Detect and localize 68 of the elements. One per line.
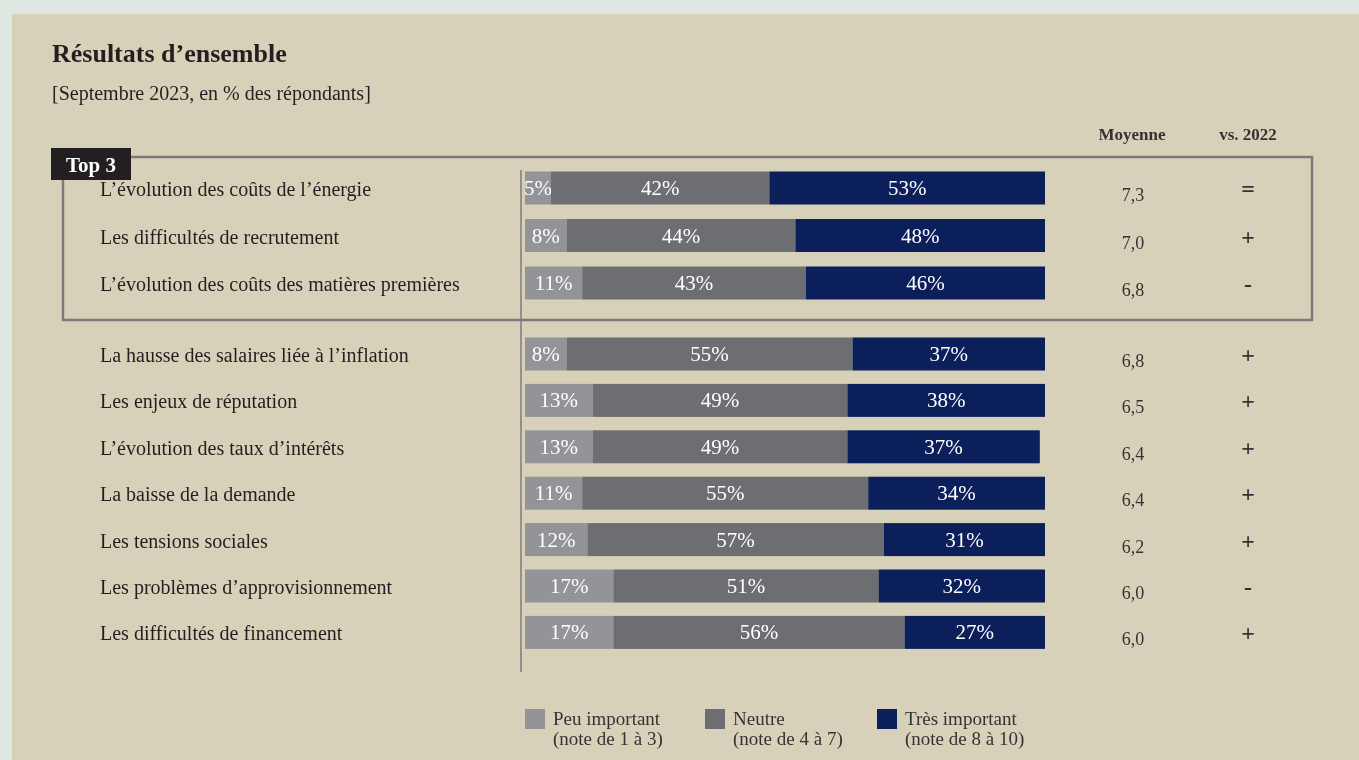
data-label: 31% <box>945 527 984 552</box>
text: 6,8 <box>1121 351 1145 371</box>
legend-label: Peu important (note de 1 à 3) <box>553 708 663 750</box>
data-label: 27% <box>955 620 995 645</box>
data-label: 8% <box>531 342 560 366</box>
y-tick-label: La baisse de la demande <box>100 483 296 506</box>
text: + <box>1241 527 1255 554</box>
data-label: 44% <box>661 223 701 248</box>
legend-label: Très important (note de 8 à 10) <box>905 708 1025 750</box>
text: + <box>1241 342 1255 368</box>
y-tick-label: Les problèmes d’approvisionnement <box>100 576 393 599</box>
text: Moyenne <box>1098 125 1166 144</box>
data-label: 57% <box>716 527 755 552</box>
text: [Septembre 2023, en % des répondants] <box>52 82 371 105</box>
y-tick-label: Les difficultés de recrutement <box>100 225 340 248</box>
text: + <box>1241 620 1255 647</box>
data-label: 55% <box>690 342 729 366</box>
data-label: 49% <box>700 434 740 459</box>
data-label: 55% <box>705 481 745 506</box>
y-tick-label: L’évolution des coûts de l’énergie <box>100 178 372 201</box>
data-label: 34% <box>937 481 976 506</box>
text: + <box>1241 388 1255 415</box>
data-label: 42% <box>640 176 680 200</box>
data-label: 17% <box>549 574 589 598</box>
text: - <box>1244 574 1252 600</box>
y-tick-label: L’évolution des taux d’intérêts <box>100 436 345 459</box>
text: 6,4 <box>1121 443 1145 464</box>
data-label: 37% <box>929 342 969 366</box>
data-label: 56% <box>739 620 779 645</box>
text: 7,3 <box>1121 185 1145 205</box>
text: vs. 2022 <box>1219 125 1277 144</box>
data-label: 38% <box>926 388 966 413</box>
y-tick-label: Les enjeux de réputation <box>100 390 298 414</box>
text: + <box>1241 481 1255 508</box>
y-tick-label: La hausse des salaires liée à l’inflation <box>100 344 409 366</box>
y-tick-label: L’évolution des coûts des matières premières <box>100 273 460 296</box>
text: + <box>1241 434 1255 461</box>
data-label: 11% <box>534 271 573 295</box>
data-label: 32% <box>942 574 982 598</box>
data-label: 5% <box>524 176 552 200</box>
data-label: 11% <box>534 481 573 506</box>
data-label: 46% <box>906 271 945 295</box>
data-label: 13% <box>539 434 579 459</box>
text: 6,5 <box>1121 397 1145 418</box>
text: - <box>1244 271 1252 297</box>
text: = <box>1241 176 1255 202</box>
data-label: 17% <box>549 620 589 645</box>
text: 6,0 <box>1121 583 1145 603</box>
data-label: 43% <box>674 271 714 295</box>
legend-label: Neutre (note de 4 à 7) <box>733 708 843 750</box>
data-label: 37% <box>924 434 963 459</box>
data-label: 12% <box>536 527 576 552</box>
text: 6,2 <box>1121 536 1145 557</box>
text: Top 3 <box>65 153 117 177</box>
y-tick-label: Les tensions sociales <box>100 529 268 552</box>
text: 6,0 <box>1121 629 1145 650</box>
data-label: 51% <box>726 574 766 598</box>
data-label: 49% <box>700 388 740 413</box>
data-label: 48% <box>900 223 940 248</box>
y-tick-label: Les difficultés de financement <box>100 622 343 645</box>
data-label: 53% <box>887 176 927 200</box>
text: Résultats d’ensemble <box>52 39 287 68</box>
text: 6,4 <box>1121 490 1145 511</box>
text: + <box>1241 223 1255 250</box>
text: 6,8 <box>1121 280 1145 300</box>
text: 7,0 <box>1121 232 1145 253</box>
data-label: 13% <box>539 388 579 413</box>
data-label: 8% <box>531 223 560 248</box>
